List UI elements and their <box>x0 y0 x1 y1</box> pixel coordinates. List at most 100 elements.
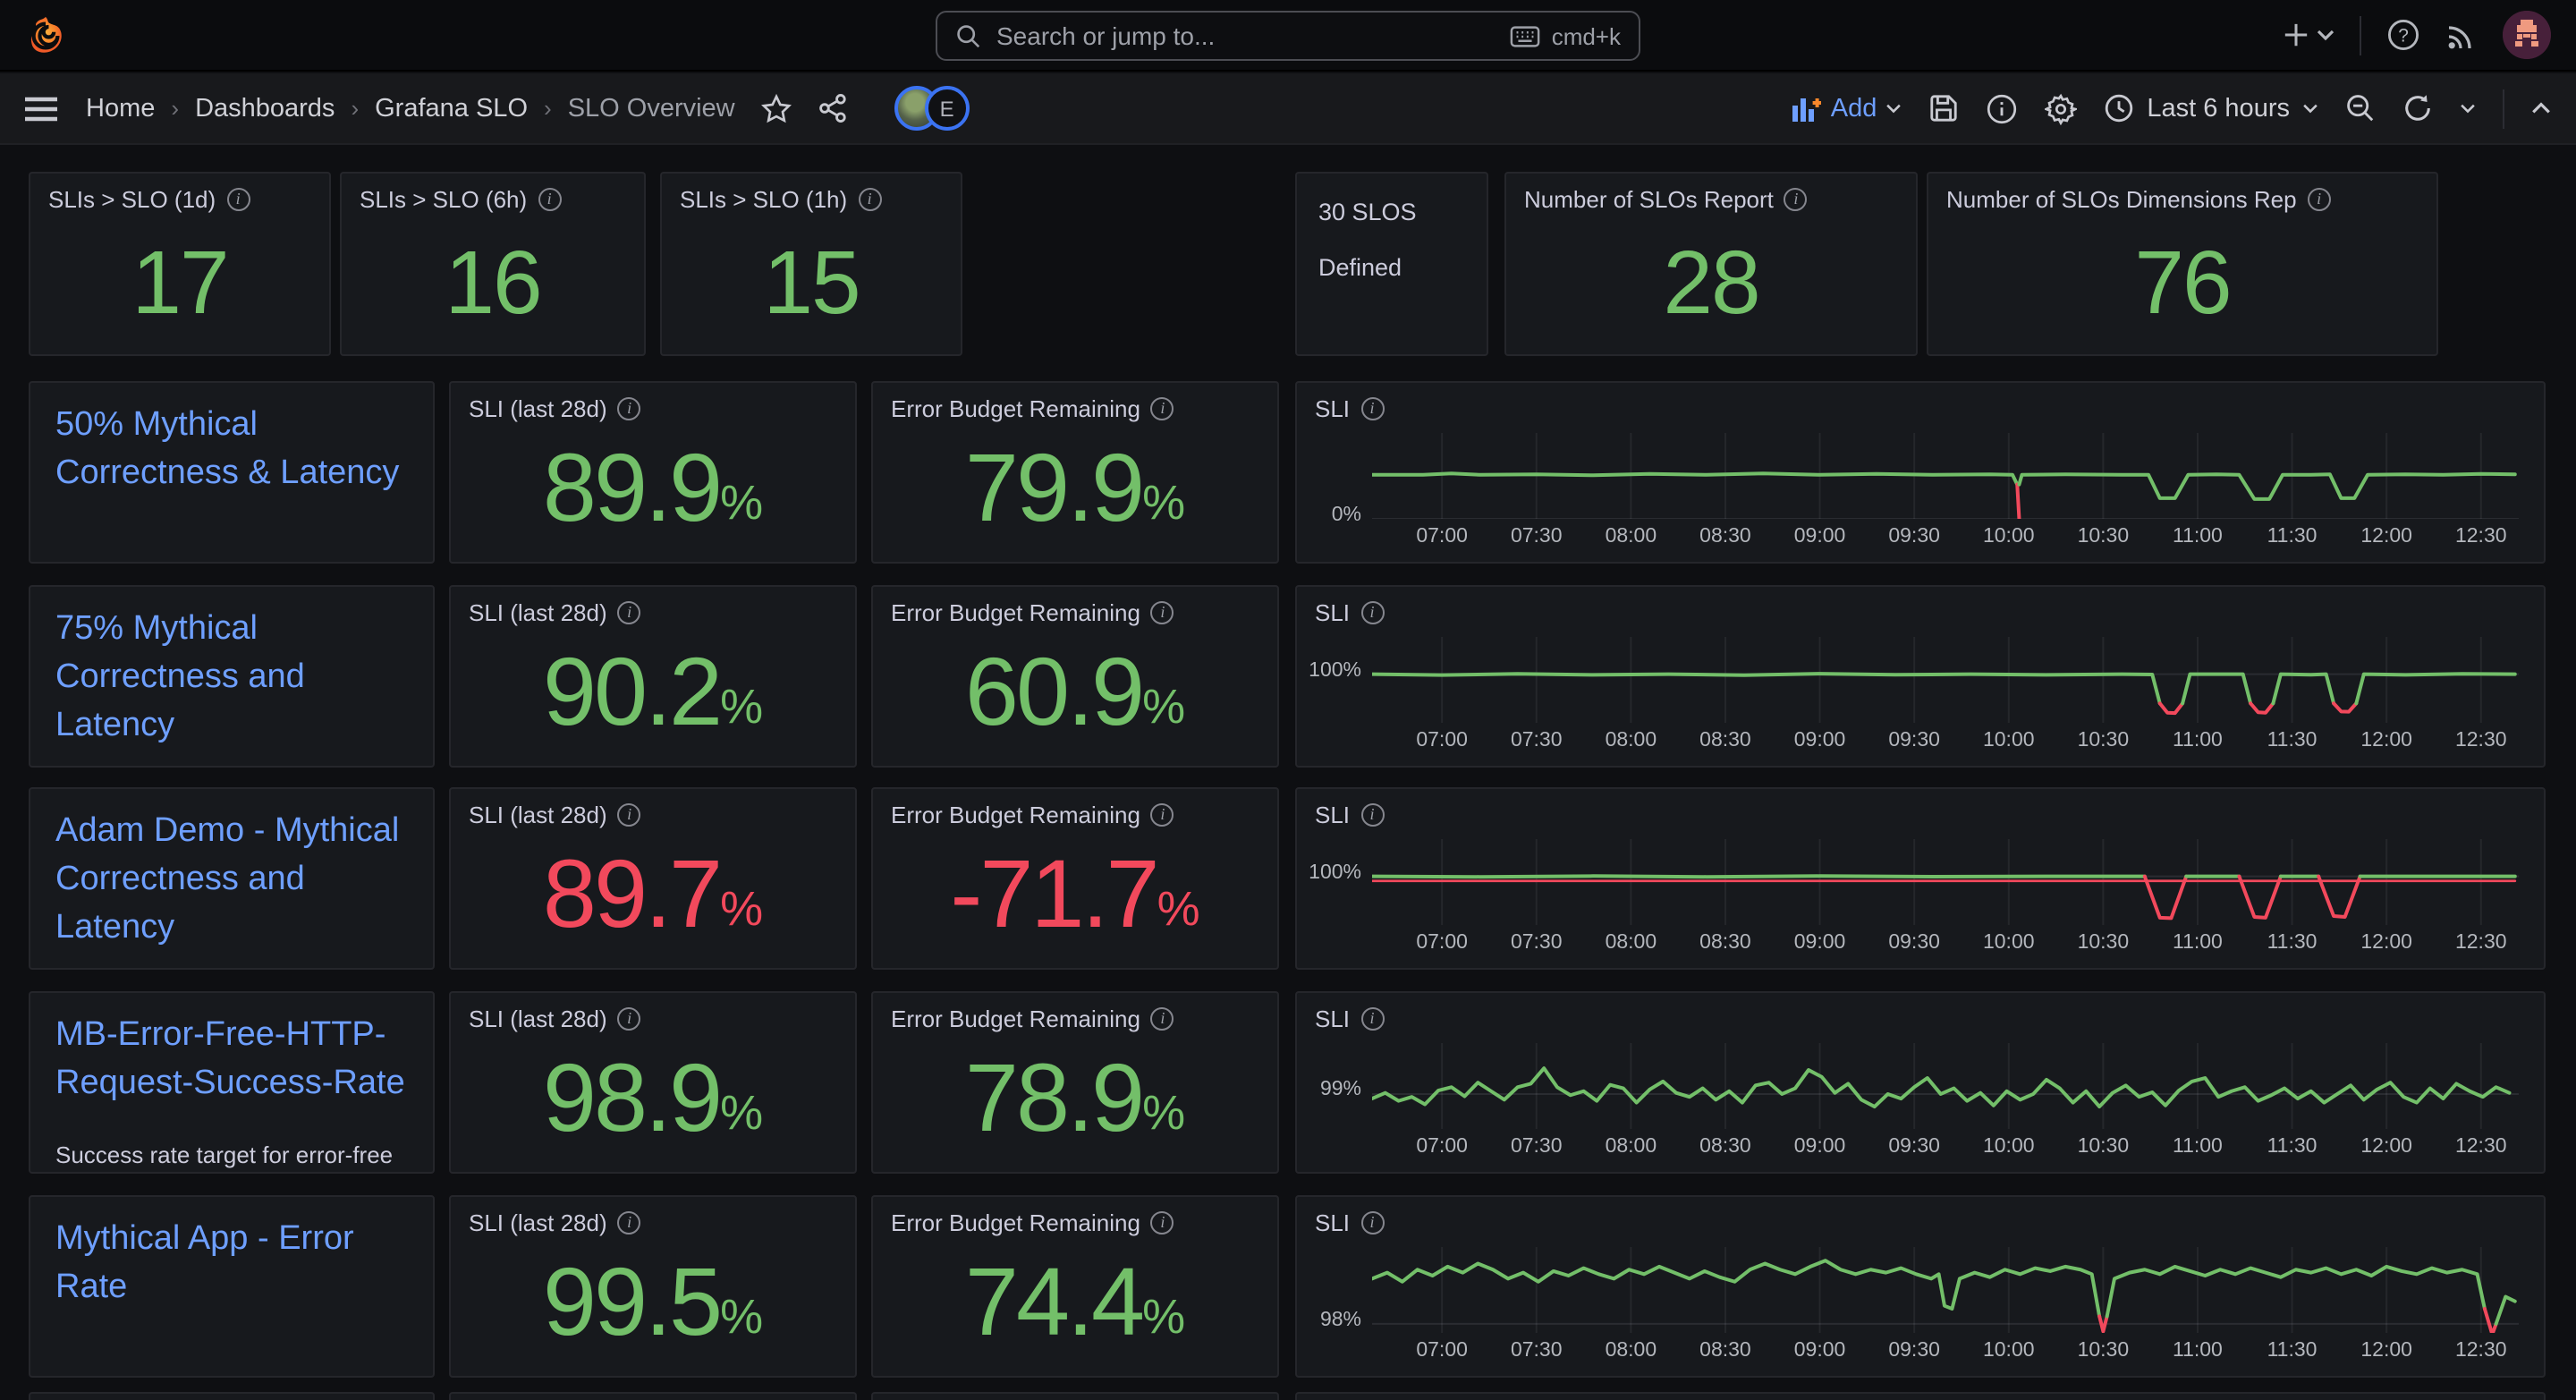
share-icon[interactable] <box>818 93 848 123</box>
error-budget-panel[interactable]: Error Budget Remaining i 74.4% <box>871 1195 1279 1378</box>
x-axis-label: 07:30 <box>1510 526 1563 547</box>
dashboard-insights-icon[interactable] <box>1986 92 2018 124</box>
sli-stat-panel[interactable]: SLI (last 28d) i 99.5% <box>449 1195 857 1378</box>
x-axis-label: 12:30 <box>2454 932 2507 954</box>
x-axis-label: 12:30 <box>2454 730 2507 751</box>
info-icon[interactable]: i <box>1150 601 1174 624</box>
menu-toggle[interactable] <box>25 96 57 121</box>
sli-stat-panel[interactable]: SLI (last 28d) i 90.2% <box>449 585 857 768</box>
star-icon[interactable] <box>760 92 792 124</box>
info-icon[interactable]: i <box>617 803 641 827</box>
save-dashboard-icon[interactable] <box>1928 93 1959 123</box>
breadcrumb-home[interactable]: Home <box>86 94 156 123</box>
sli-timeseries-chart[interactable]: 98% 07:00 07:30 08:00 08:30 09:00 09:30 10:00 1… <box>1301 1240 2529 1372</box>
slo-link[interactable]: Adam Demo - Mythical Correctness and Lat… <box>55 812 400 946</box>
news-rss-icon[interactable] <box>2445 19 2478 51</box>
zoom-out-icon[interactable] <box>2345 93 2376 123</box>
search-placeholder: Search or jump to... <box>996 21 1216 50</box>
new-button[interactable] <box>2283 21 2334 48</box>
help-icon[interactable]: ? <box>2386 18 2420 52</box>
collapse-toolbar-icon[interactable] <box>2531 102 2551 115</box>
panel-title: SLI (last 28d) <box>469 395 607 422</box>
info-icon[interactable]: i <box>1360 601 1385 624</box>
user-avatar[interactable] <box>2503 11 2551 59</box>
x-axis-label: 11:00 <box>2173 730 2223 751</box>
error-budget-panel[interactable]: Error Budget Remaining i 79.9% <box>871 381 1279 564</box>
keyboard-icon <box>1511 24 1541 47</box>
slo-name-panel: MB-Error-Free-HTTP-Request-Success-Rate … <box>29 991 435 1174</box>
sli-chart-panel-partial <box>1295 1392 2546 1400</box>
slo-link[interactable]: 50% Mythical Correctness & Latency <box>55 406 400 492</box>
sli-stat-panel[interactable]: SLI (last 28d) i 89.9% <box>449 381 857 564</box>
info-icon[interactable]: i <box>1150 1211 1174 1235</box>
grafana-logo[interactable] <box>25 13 66 56</box>
stat-panel-slos-report[interactable]: Number of SLOs Report i 28 <box>1504 172 1918 356</box>
sli-timeseries-chart[interactable]: 99% 07:00 07:30 08:00 08:30 09:00 09:30 10:00 1… <box>1301 1036 2529 1168</box>
sli-value: 98.9% <box>542 1045 764 1152</box>
info-icon[interactable]: i <box>538 188 562 211</box>
slo-link[interactable]: MB-Error-Free-HTTP-Request-Success-Rate <box>55 1016 405 1102</box>
error-budget-panel[interactable]: Error Budget Remaining i 78.9% <box>871 991 1279 1174</box>
sli-chart-panel[interactable]: SLI i 98% 07:00 07:30 08:00 08:30 09:00 09:30 1… <box>1295 1195 2546 1378</box>
x-axis-label: 11:00 <box>2173 932 2223 954</box>
stat-panel-slis-slo-1d[interactable]: SLIs > SLO (1d) i 17 <box>29 172 331 356</box>
panel-title: Error Budget Remaining <box>891 802 1140 828</box>
x-axis-labels: 07:00 07:30 08:00 08:30 09:00 09:30 10:00 10:30… <box>1372 526 2519 555</box>
refresh-icon[interactable] <box>2402 93 2433 123</box>
error-budget-panel[interactable]: Error Budget Remaining i 60.9% <box>871 585 1279 768</box>
panel-title: SLI <box>1315 599 1351 626</box>
sli-chart-panel[interactable]: SLI i 100% 07:00 07:30 08:00 08:30 09:00 09:30… <box>1295 585 2546 768</box>
sli-chart-panel[interactable]: SLI i 100% 07:00 07:30 08:00 08:30 09:00 09:30… <box>1295 787 2546 970</box>
info-icon[interactable]: i <box>1360 397 1385 420</box>
x-axis-label: 07:30 <box>1510 730 1563 751</box>
sli-stat-panel[interactable]: SLI (last 28d) i 89.7% <box>449 787 857 970</box>
info-icon[interactable]: i <box>1784 188 1808 211</box>
dashboard-canvas: SLIs > SLO (1d) i 17 SLIs > SLO (6h) i 16 … <box>0 145 2576 1400</box>
sli-stat-panel[interactable]: SLI (last 28d) i 98.9% <box>449 991 857 1174</box>
divider <box>2360 15 2361 55</box>
breadcrumb-folder[interactable]: Grafana SLO <box>375 94 528 123</box>
presence-avatars[interactable]: E <box>894 86 970 131</box>
info-icon[interactable]: i <box>858 188 882 211</box>
panel-title: SLI <box>1315 1209 1351 1236</box>
info-icon[interactable]: i <box>1150 397 1174 420</box>
y-axis-label: 100% <box>1309 659 1361 682</box>
info-icon[interactable]: i <box>1360 1007 1385 1031</box>
error-budget-value: 74.4% <box>964 1249 1186 1356</box>
info-icon[interactable]: i <box>617 397 641 420</box>
info-icon[interactable]: i <box>2307 188 2331 211</box>
info-icon[interactable]: i <box>617 601 641 624</box>
sli-chart-panel[interactable]: SLI i 99% 07:00 07:30 08:00 08:30 09:00 09:30 1… <box>1295 991 2546 1174</box>
info-icon[interactable]: i <box>1150 803 1174 827</box>
breadcrumb-dashboards[interactable]: Dashboards <box>195 94 335 123</box>
add-button[interactable]: Add <box>1792 94 1902 123</box>
time-range-picker[interactable]: Last 6 hours <box>2104 93 2318 123</box>
sli-chart-panel[interactable]: SLI i 0% 07:00 07:30 08:00 08:30 09:00 09:30 10… <box>1295 381 2546 564</box>
sli-timeseries-chart[interactable]: 100% 07:00 07:30 08:00 08:30 09:00 09:30 10:00… <box>1301 630 2529 762</box>
info-icon[interactable]: i <box>617 1007 641 1031</box>
sli-timeseries-chart[interactable]: 0% 07:00 07:30 08:00 08:30 09:00 09:30 10:00 10… <box>1301 426 2529 558</box>
slo-link[interactable]: Mythical App - Error Rate <box>55 1220 354 1306</box>
stat-value: 76 <box>2134 233 2232 333</box>
x-axis-label: 09:30 <box>1888 932 1940 954</box>
info-icon[interactable]: i <box>1360 803 1385 827</box>
x-axis-label: 09:00 <box>1793 526 1846 547</box>
error-budget-panel[interactable]: Error Budget Remaining i -71.7% <box>871 787 1279 970</box>
error-budget-value: 78.9% <box>964 1045 1186 1152</box>
sli-timeseries-chart[interactable]: 100% 07:00 07:30 08:00 08:30 09:00 09:30 10:00… <box>1301 832 2529 964</box>
settings-gear-icon[interactable] <box>2045 92 2078 124</box>
stat-panel-slis-slo-1h[interactable]: SLIs > SLO (1h) i 15 <box>660 172 962 356</box>
search-input[interactable]: Search or jump to... cmd+k <box>936 11 1640 61</box>
stat-panel-slos-dimensions[interactable]: Number of SLOs Dimensions Rep i 76 <box>1927 172 2438 356</box>
info-icon[interactable]: i <box>226 188 250 211</box>
panel-title: Number of SLOs Dimensions Rep <box>1946 186 2297 213</box>
slo-link[interactable]: 75% Mythical Correctness and Latency <box>55 610 305 744</box>
text-panel-slos-defined[interactable]: 30 SLOS Defined <box>1295 172 1488 356</box>
x-axis-labels: 07:00 07:30 08:00 08:30 09:00 09:30 10:00 10:30… <box>1372 730 2519 759</box>
info-icon[interactable]: i <box>1150 1007 1174 1031</box>
refresh-interval-chevron[interactable] <box>2460 103 2476 114</box>
info-icon[interactable]: i <box>617 1211 641 1235</box>
info-icon[interactable]: i <box>1360 1211 1385 1235</box>
x-axis-label: 09:00 <box>1793 730 1846 751</box>
stat-panel-slis-slo-6h[interactable]: SLIs > SLO (6h) i 16 <box>340 172 646 356</box>
